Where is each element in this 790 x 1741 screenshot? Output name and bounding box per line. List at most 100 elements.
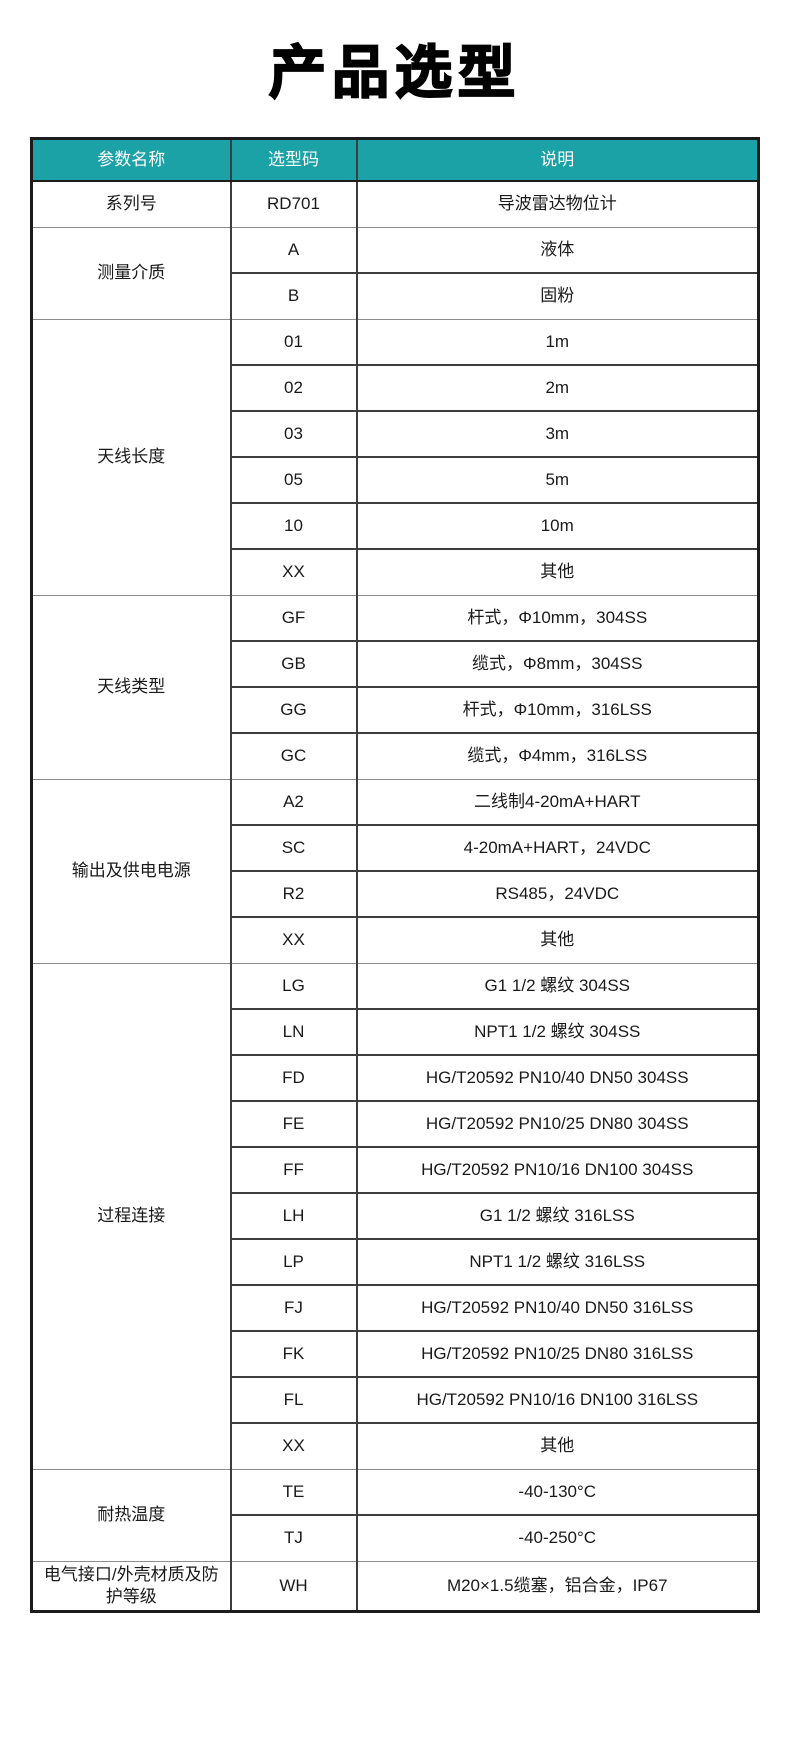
param-name-cell: 输出及供电电源 [30,779,232,964]
table-row: XX 其他 [32,1423,760,1470]
param-group: 输出及供电电源 A2 二线制4-20mA+HART SC 4-20mA+HART，24V… [30,779,760,964]
table-row: GG 杆式，Φ10mm，316LSS [32,687,760,735]
table-row: 10 10m [32,503,760,551]
desc-cell: 其他 [355,917,760,964]
header-description: 说明 [355,138,760,183]
desc-cell: 10m [355,503,760,551]
desc-cell: RS485，24VDC [355,871,760,919]
desc-cell: 其他 [355,1423,760,1470]
code-cell: R2 [229,871,358,919]
code-cell: GG [229,687,358,735]
desc-cell: 缆式，Φ4mm，316LSS [355,733,760,780]
param-group: 过程连接 LG G1 1/2 螺纹 304SS LN NPT1 1/2 螺纹 304SS… [30,963,760,1470]
product-selection-table: 参数名称 选型码 说明 系列号 RD701 导波雷达物位计 测量介质 A 液体 B 固粉 天线长… [30,136,760,1613]
desc-cell: HG/T20592 PN10/25 DN80 316LSS [355,1331,760,1379]
desc-cell: 固粉 [355,273,760,320]
table-row: FD HG/T20592 PN10/40 DN50 304SS [32,1055,760,1103]
code-cell: FJ [229,1285,358,1333]
header-row: 参数名称 选型码 说明 [30,138,760,183]
param-group: 测量介质 A 液体 B 固粉 [30,227,760,320]
param-name-cell: 过程连接 [30,963,232,1470]
param-group: 耐热温度 TE -40-130°C TJ -40-250°C [30,1469,760,1562]
table-row: 过程连接 LG G1 1/2 螺纹 304SS [30,963,760,1470]
desc-cell: -40-130°C [355,1469,760,1517]
table-row: FJ HG/T20592 PN10/40 DN50 316LSS [32,1285,760,1333]
header-param-name: 参数名称 [30,138,232,183]
code-cell: B [229,273,358,320]
code-cell: LG [229,963,358,1011]
table-row: SC 4-20mA+HART，24VDC [32,825,760,873]
code-cell: 10 [229,503,358,551]
desc-cell: 导波雷达物位计 [355,181,760,228]
desc-cell: HG/T20592 PN10/16 DN100 316LSS [355,1377,760,1425]
desc-cell: HG/T20592 PN10/25 DN80 304SS [355,1101,760,1149]
desc-cell: 二线制4-20mA+HART [355,779,760,827]
table-header: 参数名称 选型码 说明 [30,138,760,183]
desc-cell: 4-20mA+HART，24VDC [355,825,760,873]
desc-cell: 1m [355,319,760,367]
desc-cell: NPT1 1/2 螺纹 316LSS [355,1239,760,1287]
table-row: FF HG/T20592 PN10/16 DN100 304SS [32,1147,760,1195]
table-row: 系列号 RD701 导波雷达物位计 [30,181,760,228]
table-row: TJ -40-250°C [32,1515,760,1562]
table-row: 05 5m [32,457,760,505]
code-cell: 02 [229,365,358,413]
code-cell: A2 [229,779,358,827]
table-row: 输出及供电电源 A2 二线制4-20mA+HART [30,779,760,964]
table-row: 电气接口/外壳材质及防护等级 WH M20×1.5缆塞，铝合金，IP67 [30,1561,760,1612]
code-cell: GF [229,595,358,643]
table-row: 02 2m [32,365,760,413]
desc-cell: 其他 [355,549,760,596]
desc-cell: G1 1/2 螺纹 304SS [355,963,760,1011]
code-cell: WH [229,1561,358,1612]
table-row: 03 3m [32,411,760,459]
param-group: 天线类型 GF 杆式，Φ10mm，304SS GB 缆式，Φ8mm，304SS GG 杆式，… [30,595,760,780]
param-name-cell: 天线长度 [30,319,232,596]
table-row: FK HG/T20592 PN10/25 DN80 316LSS [32,1331,760,1379]
header-selection-code: 选型码 [229,138,358,183]
table-row: R2 RS485，24VDC [32,871,760,919]
table-row: GC 缆式，Φ4mm，316LSS [32,733,760,780]
param-name-cell: 耐热温度 [30,1469,232,1562]
desc-cell: G1 1/2 螺纹 316LSS [355,1193,760,1241]
desc-cell: 液体 [355,227,760,275]
code-cell: LN [229,1009,358,1057]
code-cell: FF [229,1147,358,1195]
table-row: XX 其他 [32,917,760,964]
code-cell: 01 [229,319,358,367]
table-row: FE HG/T20592 PN10/25 DN80 304SS [32,1101,760,1149]
table-row: 耐热温度 TE -40-130°C [30,1469,760,1562]
desc-cell: 3m [355,411,760,459]
table-row: LP NPT1 1/2 螺纹 316LSS [32,1239,760,1287]
code-cell: FL [229,1377,358,1425]
table-row: GB 缆式，Φ8mm，304SS [32,641,760,689]
param-group: 电气接口/外壳材质及防护等级 WH M20×1.5缆塞，铝合金，IP67 [30,1561,760,1612]
table-row: B 固粉 [32,273,760,320]
desc-cell: 杆式，Φ10mm，304SS [355,595,760,643]
code-cell: 05 [229,457,358,505]
desc-cell: 杆式，Φ10mm，316LSS [355,687,760,735]
param-name-cell: 天线类型 [30,595,232,780]
code-cell: FE [229,1101,358,1149]
desc-cell: 缆式，Φ8mm，304SS [355,641,760,689]
code-cell: SC [229,825,358,873]
table-row: LN NPT1 1/2 螺纹 304SS [32,1009,760,1057]
desc-cell: HG/T20592 PN10/16 DN100 304SS [355,1147,760,1195]
code-cell: RD701 [229,181,358,228]
desc-cell: HG/T20592 PN10/40 DN50 316LSS [355,1285,760,1333]
code-cell: XX [229,549,358,596]
page-title: 产品选型 [268,41,521,105]
desc-cell: 5m [355,457,760,505]
code-cell: LP [229,1239,358,1287]
table-row: FL HG/T20592 PN10/16 DN100 316LSS [32,1377,760,1425]
table-row: 天线类型 GF 杆式，Φ10mm，304SS [30,595,760,780]
code-cell: 03 [229,411,358,459]
table-row: 天线长度 01 1m [30,319,760,596]
param-group: 系列号 RD701 导波雷达物位计 [30,181,760,228]
table-row: 测量介质 A 液体 [30,227,760,320]
param-name-cell: 系列号 [30,181,232,228]
code-cell: XX [229,917,358,964]
code-cell: XX [229,1423,358,1470]
code-cell: GB [229,641,358,689]
desc-cell: HG/T20592 PN10/40 DN50 304SS [355,1055,760,1103]
